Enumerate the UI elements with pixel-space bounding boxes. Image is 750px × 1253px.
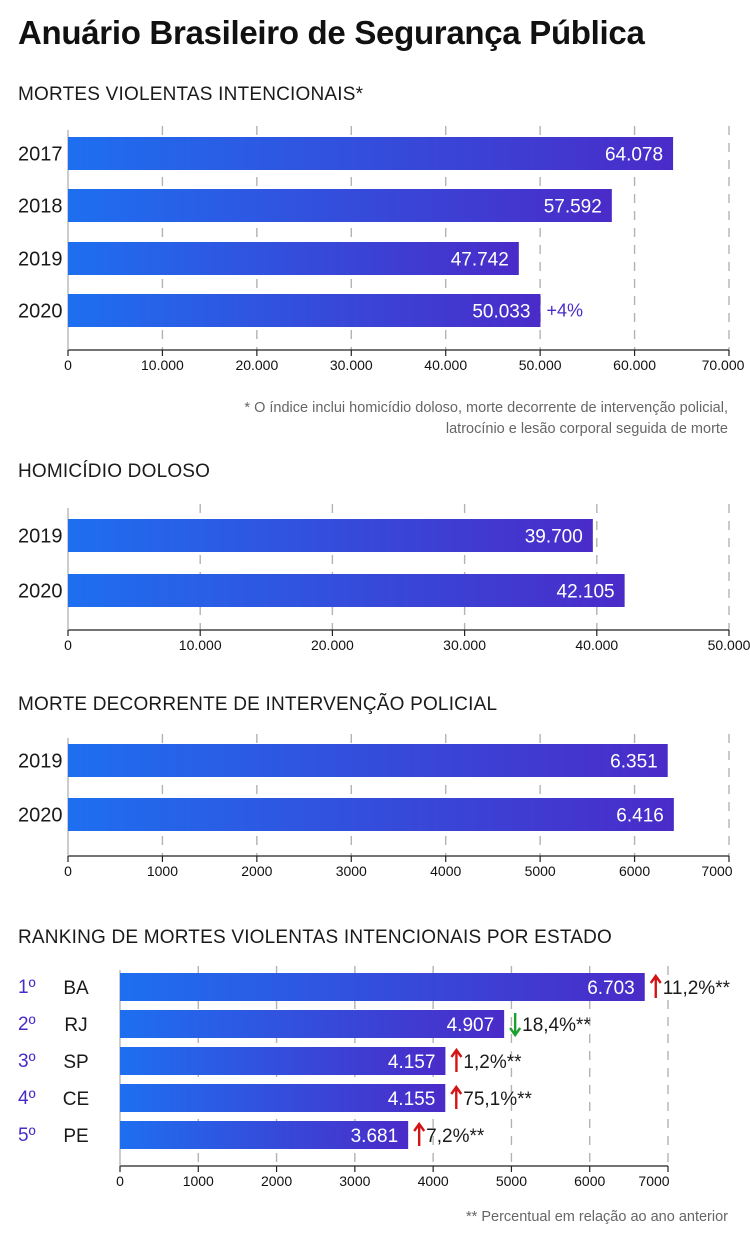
- category-label-homicidio-2020: 2020: [18, 581, 63, 603]
- bar-value-label-mvi-2020: 50.033: [472, 302, 530, 323]
- tick-label-ranking-1: 1000: [183, 1173, 214, 1189]
- chart-intervencao: 0 1000 2000 3000 4000 5000 6000 7000 6.351 2019 6.…: [18, 734, 733, 879]
- rank-label-4: 4º: [18, 1088, 36, 1109]
- bar-ranking-BA: [120, 973, 645, 1001]
- change-label-SP: 1,2%**: [463, 1052, 522, 1073]
- arrow-up-icon: [649, 973, 662, 998]
- category-label-mvi-2018: 2018: [18, 196, 63, 218]
- arrow-up-icon: [450, 1084, 463, 1109]
- tick-label-homicidio-1: 10.000: [179, 637, 222, 653]
- tick-label-ranking-0: 0: [116, 1173, 124, 1189]
- change-label-PE: 7,2%**: [426, 1126, 485, 1147]
- category-label-mvi-2020: 2020: [18, 301, 63, 323]
- chart-title-mvi: MORTES VIOLENTAS INTENCIONAIS*: [18, 84, 364, 105]
- category-label-mvi-2017: 2017: [18, 144, 63, 166]
- tick-label-intervencao-6: 6000: [619, 863, 650, 879]
- tick-label-mvi-6: 60.000: [613, 357, 656, 373]
- tick-label-mvi-0: 0: [64, 357, 72, 373]
- tick-label-intervencao-2: 2000: [241, 863, 272, 879]
- bar-intervencao-2019: [68, 744, 668, 777]
- rank-label-1: 1º: [18, 977, 36, 998]
- bar-ranking-SP: [120, 1047, 446, 1075]
- category-label-mvi-2019: 2019: [18, 249, 63, 271]
- tick-label-intervencao-7: 7000: [701, 863, 732, 879]
- category-label-homicidio-2019: 2019: [18, 526, 63, 548]
- arrow-up-icon: [450, 1047, 463, 1072]
- tick-label-mvi-3: 30.000: [330, 357, 373, 373]
- tick-label-mvi-2: 20.000: [235, 357, 278, 373]
- state-label-PE: PE: [63, 1126, 88, 1147]
- bar-value-label-ranking-CE: 4.155: [388, 1089, 436, 1110]
- tick-label-homicidio-0: 0: [64, 637, 72, 653]
- tick-label-mvi-1: 10.000: [141, 357, 184, 373]
- tick-label-homicidio-2: 20.000: [311, 637, 354, 653]
- category-label-intervencao-2020: 2020: [18, 805, 63, 827]
- bar-value-label-mvi-2019: 47.742: [451, 250, 509, 271]
- bar-homicidio-2019: [68, 519, 593, 552]
- tick-label-ranking-7: 7000: [638, 1173, 669, 1189]
- footnote-mvi: * O índice inclui homicídio doloso, mort…: [244, 398, 728, 440]
- bar-value-label-mvi-2018: 57.592: [544, 197, 602, 218]
- bar-value-label-ranking-RJ: 4.907: [447, 1015, 495, 1036]
- state-label-SP: SP: [63, 1052, 88, 1073]
- tick-label-intervencao-3: 3000: [336, 863, 367, 879]
- chart-homicidio: 0 10.000 20.000 30.000 40.000 50.000 39.700 201…: [18, 504, 750, 653]
- category-label-intervencao-2019: 2019: [18, 751, 63, 773]
- rank-label-5: 5º: [18, 1125, 36, 1146]
- chart-title-homicidio: HOMICÍDIO DOLOSO: [18, 461, 211, 482]
- bar-ranking-RJ: [120, 1010, 505, 1038]
- rank-label-3: 3º: [18, 1051, 36, 1072]
- state-label-RJ: RJ: [64, 1015, 87, 1036]
- change-label-BA: 11,2%**: [663, 978, 731, 999]
- tick-label-mvi-7: 70.000: [702, 357, 745, 373]
- bar-ranking-PE: [120, 1121, 409, 1149]
- chart-title-ranking: RANKING DE MORTES VIOLENTAS INTENCIONAIS…: [18, 927, 613, 948]
- change-label-RJ: 18,4%**: [522, 1015, 591, 1036]
- bar-mvi-2019: [68, 242, 519, 275]
- arrow-down-icon: [509, 1013, 522, 1038]
- bar-value-label-ranking-SP: 4.157: [388, 1052, 436, 1073]
- footnote-mvi-line-2: latrocínio e lesão corporal seguida de m…: [445, 421, 728, 437]
- bar-value-label-homicidio-2019: 39.700: [525, 527, 583, 548]
- annotation-mvi-0: +4%: [546, 301, 583, 321]
- tick-label-intervencao-5: 5000: [525, 863, 556, 879]
- tick-label-intervencao-4: 4000: [430, 863, 461, 879]
- bar-intervencao-2020: [68, 798, 674, 831]
- state-label-BA: BA: [63, 978, 89, 999]
- tick-label-ranking-3: 3000: [339, 1173, 370, 1189]
- bar-mvi-2017: [68, 137, 674, 170]
- footnote-ranking: ** Percentual em relação ao ano anterior: [466, 1209, 728, 1225]
- chart-ranking: 0 1000 2000 3000 4000 5000 6000 7000 6.703 1º BA 11…: [18, 966, 731, 1189]
- bar-homicidio-2020: [68, 574, 625, 607]
- bar-mvi-2018: [68, 189, 612, 222]
- tick-label-ranking-4: 4000: [418, 1173, 449, 1189]
- bar-value-label-intervencao-2019: 6.351: [610, 752, 658, 773]
- bar-value-label-homicidio-2020: 42.105: [557, 582, 615, 603]
- chart-title-intervencao: MORTE DECORRENTE DE INTERVENÇÃO POLICIAL: [18, 694, 498, 715]
- tick-label-ranking-6: 6000: [574, 1173, 605, 1189]
- rank-label-2: 2º: [18, 1014, 36, 1035]
- tick-label-mvi-5: 50.000: [519, 357, 562, 373]
- tick-label-homicidio-3: 30.000: [443, 637, 486, 653]
- tick-label-homicidio-5: 50.000: [708, 637, 750, 653]
- page-title: Anuário Brasileiro de Segurança Pública: [18, 14, 645, 51]
- bar-value-label-intervencao-2020: 6.416: [616, 806, 664, 827]
- bar-mvi-2020: [68, 294, 541, 327]
- tick-label-mvi-4: 40.000: [424, 357, 467, 373]
- tick-label-ranking-5: 5000: [496, 1173, 527, 1189]
- tick-label-intervencao-0: 0: [64, 863, 72, 879]
- bar-value-label-ranking-PE: 3.681: [351, 1126, 399, 1147]
- bar-value-label-mvi-2017: 64.078: [605, 145, 663, 166]
- arrow-up-icon: [413, 1121, 426, 1146]
- tick-label-homicidio-4: 40.000: [575, 637, 618, 653]
- tick-label-ranking-2: 2000: [261, 1173, 292, 1189]
- state-label-CE: CE: [63, 1089, 89, 1110]
- change-label-CE: 75,1%**: [463, 1089, 532, 1110]
- bar-ranking-CE: [120, 1084, 446, 1112]
- chart-mvi: 0 10.000 20.000 30.000 40.000 50.000 60.000 70.…: [18, 126, 745, 373]
- tick-label-intervencao-1: 1000: [147, 863, 178, 879]
- bar-value-label-ranking-BA: 6.703: [587, 978, 635, 999]
- footnote-mvi-line-1: * O índice inclui homicídio doloso, mort…: [244, 400, 728, 416]
